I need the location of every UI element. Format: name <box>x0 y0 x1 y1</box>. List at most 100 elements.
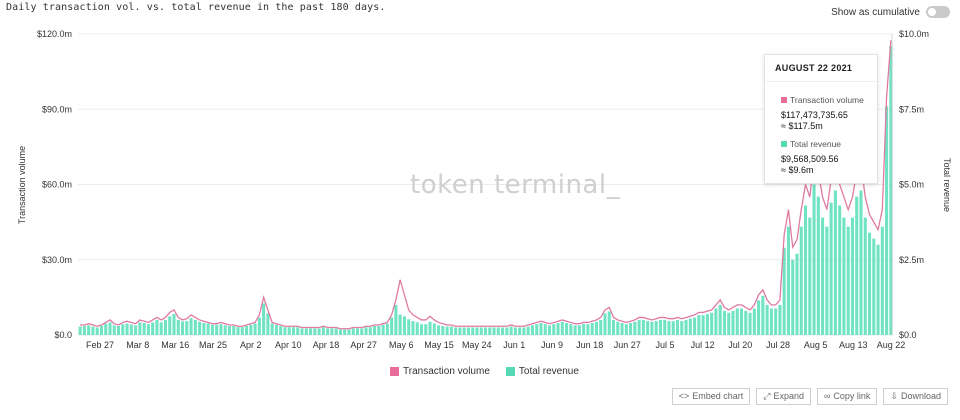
x-tick-label: Feb 27 <box>86 340 114 350</box>
revenue-bar <box>637 319 641 335</box>
x-tick-label: May 6 <box>389 340 414 350</box>
legend-item-total-revenue[interactable]: Total revenue <box>505 366 579 377</box>
revenue-bar <box>168 316 172 335</box>
revenue-bar <box>185 321 189 335</box>
revenue-bar <box>458 327 462 335</box>
revenue-bar <box>590 322 594 335</box>
y-axis-right-label: Total revenue <box>942 158 952 212</box>
revenue-bar <box>624 324 628 335</box>
x-tick-label: Apr 18 <box>313 340 340 350</box>
revenue-bar <box>471 327 475 335</box>
tooltip-rev-value: $9,568,509.56 <box>781 154 839 164</box>
revenue-bar <box>125 323 129 335</box>
revenue-bar <box>684 319 688 335</box>
x-tick-label: Jun 27 <box>614 340 641 350</box>
revenue-bar <box>547 325 552 335</box>
tooltip-divider <box>765 81 877 82</box>
revenue-bar <box>368 327 372 335</box>
revenue-bar <box>441 325 445 335</box>
revenue-bar <box>782 247 786 335</box>
revenue-bar <box>825 226 829 335</box>
revenue-bars <box>78 46 893 336</box>
expand-button[interactable]: ⤢ Expand <box>756 388 811 405</box>
revenue-bar <box>274 324 278 335</box>
revenue-bar <box>249 324 253 335</box>
revenue-bar <box>142 322 146 335</box>
chart-actions: <> Embed chart ⤢ Expand ∞ Copy link ⇩ Downlo… <box>671 388 948 405</box>
revenue-bar <box>829 202 833 335</box>
revenue-bar <box>479 327 483 335</box>
revenue-bar <box>117 325 121 335</box>
revenue-bar <box>176 319 180 335</box>
revenue-bar <box>415 322 419 335</box>
revenue-bar <box>163 319 168 335</box>
revenue-bar <box>78 326 82 335</box>
download-label: Download <box>900 391 941 401</box>
revenue-bar <box>245 325 249 335</box>
revenue-bar <box>262 303 266 335</box>
revenue-bar <box>778 304 782 335</box>
revenue-bar <box>99 325 103 335</box>
revenue-bar <box>334 328 338 335</box>
revenue-bar <box>505 327 509 335</box>
revenue-bar <box>885 106 889 336</box>
tooltip-tx-short: ≈ $117.5m <box>781 121 823 131</box>
revenue-bar <box>757 300 761 335</box>
revenue-bar <box>398 314 402 335</box>
revenue-bar <box>663 319 667 335</box>
revenue-bar <box>253 323 257 335</box>
revenue-bar <box>462 327 466 335</box>
chart-subtitle: Daily transaction vol. vs. total revenue… <box>6 2 386 13</box>
revenue-bar <box>373 325 377 335</box>
revenue-bar <box>646 321 650 335</box>
revenue-bar <box>355 328 360 335</box>
revenue-bar <box>518 327 522 335</box>
revenue-bar <box>791 259 795 335</box>
revenue-bar <box>210 324 214 335</box>
revenue-bar <box>227 325 232 335</box>
copy-link-button[interactable]: ∞ Copy link <box>816 388 878 405</box>
revenue-bar <box>774 308 778 335</box>
revenue-bar <box>236 327 240 335</box>
download-button[interactable]: ⇩ Download <box>883 388 948 405</box>
revenue-bar <box>283 327 287 335</box>
x-tick-label: Apr 10 <box>275 340 302 350</box>
legend-label-total-revenue: Total revenue <box>518 366 579 377</box>
revenue-bar <box>616 321 620 335</box>
legend-swatch-transaction-volume <box>390 367 399 376</box>
revenue-bar <box>654 321 658 335</box>
x-tick-label: Jun 9 <box>541 340 563 350</box>
y-axis-right-ticks: $0.0 $2.5m $5.0m $7.5m $10.0m <box>899 29 929 340</box>
y-right-tick-label: $0.0 <box>899 330 917 340</box>
tooltip-tx-swatch <box>781 97 787 103</box>
expand-icon: ⤢ <box>763 391 771 401</box>
revenue-bar <box>181 321 185 335</box>
revenue-bar <box>530 325 534 335</box>
revenue-bar <box>786 226 790 335</box>
revenue-bar <box>586 324 590 335</box>
x-tick-label: Apr 2 <box>240 340 262 350</box>
revenue-bar <box>151 322 155 335</box>
revenue-bar <box>172 313 176 335</box>
revenue-bar <box>722 310 726 335</box>
revenue-bar <box>620 322 624 335</box>
revenue-bar <box>658 319 662 335</box>
revenue-bar <box>846 226 850 335</box>
revenue-bar <box>535 324 539 335</box>
cumulative-toggle-switch[interactable] <box>926 6 950 18</box>
revenue-bar <box>697 315 701 335</box>
cumulative-toggle-wrapper[interactable]: Show as cumulative <box>831 6 950 18</box>
revenue-bar <box>394 304 398 335</box>
revenue-bar <box>539 322 543 335</box>
revenue-bar <box>313 328 317 335</box>
revenue-bar <box>803 205 808 335</box>
legend-item-transaction-volume[interactable]: Transaction volume <box>390 366 490 377</box>
revenue-bar <box>296 327 300 335</box>
cumulative-toggle-label: Show as cumulative <box>831 6 920 18</box>
tooltip-tx-value: $117,473,735.65 <box>781 110 848 120</box>
revenue-bar <box>594 321 598 335</box>
revenue-bar <box>232 325 236 335</box>
embed-chart-button[interactable]: <> Embed chart <box>671 388 751 405</box>
revenue-bar <box>219 324 223 335</box>
revenue-bar <box>449 326 453 335</box>
